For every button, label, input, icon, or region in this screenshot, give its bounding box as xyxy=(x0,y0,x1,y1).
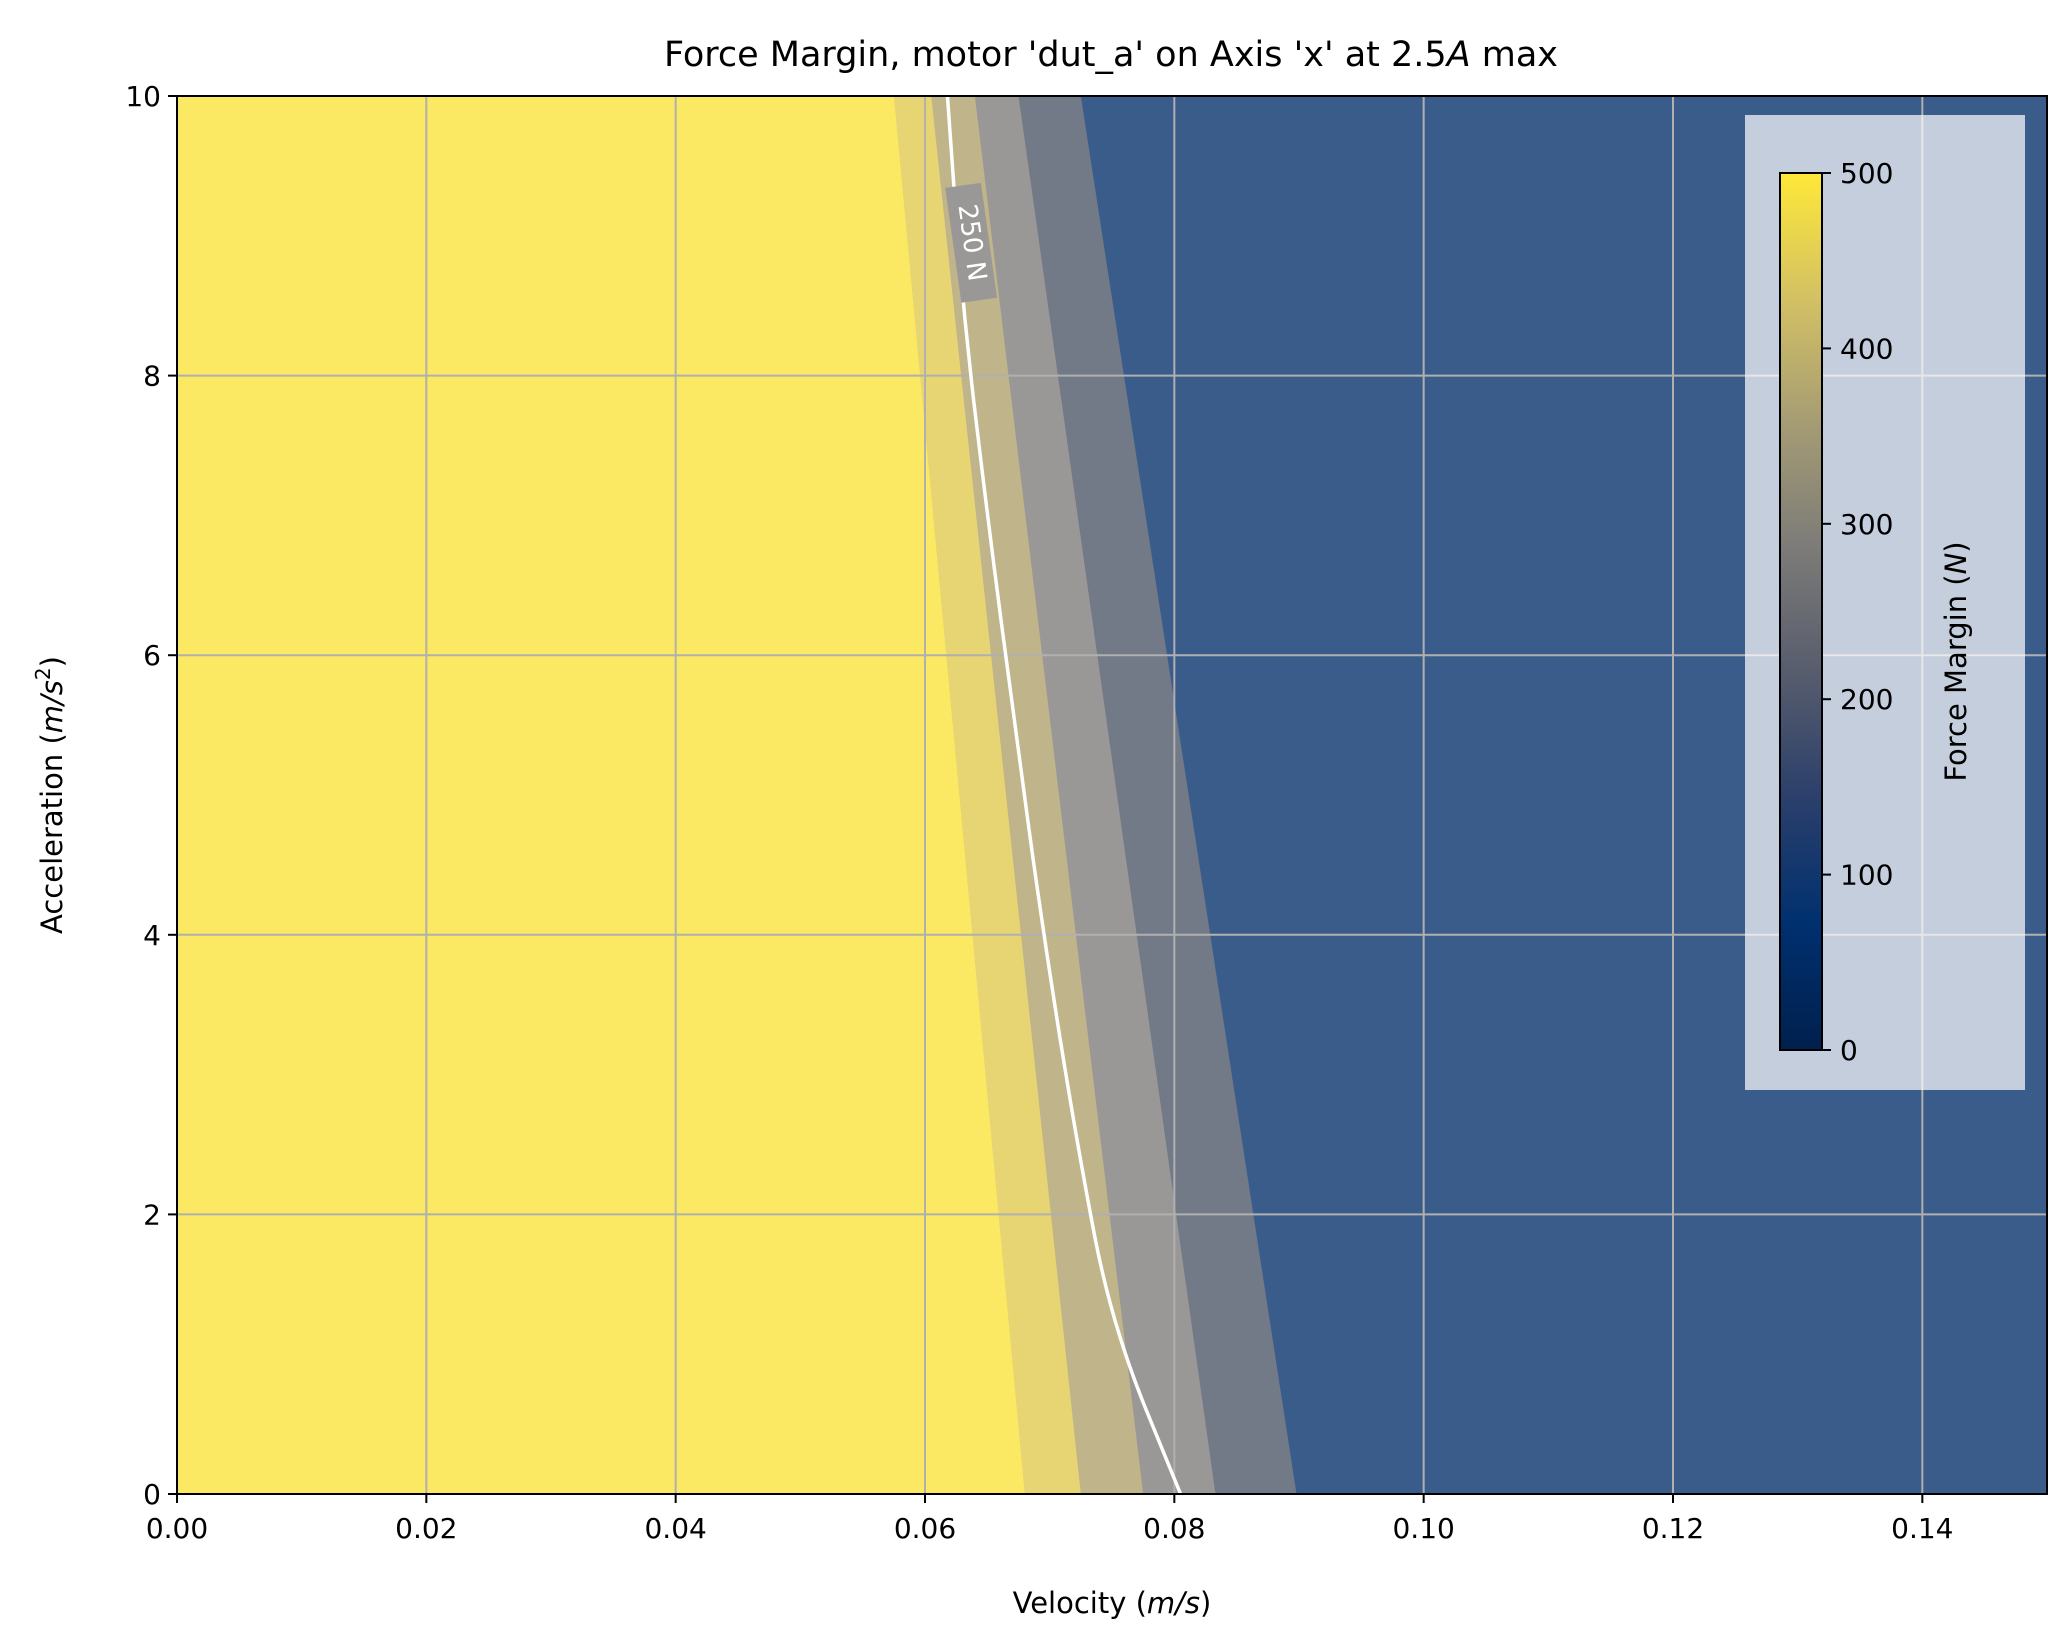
y-tick-label-3: 6 xyxy=(143,639,161,672)
y-tick-label-4: 8 xyxy=(143,360,161,393)
x-tick-label-2: 0.04 xyxy=(644,1512,706,1545)
plot-frame xyxy=(176,95,2048,1495)
y-axis: 0 2 4 6 8 10 xyxy=(125,80,177,1511)
colorbar-tick-label-4: 400 xyxy=(1840,332,1893,365)
x-tick-label-0: 0.00 xyxy=(146,1512,208,1545)
x-tick-label-4: 0.08 xyxy=(1143,1512,1205,1545)
x-tick-label-1: 0.02 xyxy=(395,1512,457,1545)
colorbar-tick-label-0: 0 xyxy=(1840,1034,1858,1067)
colorbar-tick-label-5: 500 xyxy=(1840,157,1893,190)
y-tick-label-2: 4 xyxy=(143,919,161,952)
colorbar-label: Force Margin (N) xyxy=(1939,541,1973,781)
colorbar: 0 100 200 300 400 500 Force Margin (N) xyxy=(1745,115,2025,1090)
y-tick-label-5: 10 xyxy=(125,80,161,113)
grid-lines xyxy=(177,96,2047,1494)
y-tick-label-0: 0 xyxy=(143,1478,161,1511)
colorbar-tick-label-3: 300 xyxy=(1840,508,1893,541)
chart-title: Force Margin, motor 'dut_a' on Axis 'x' … xyxy=(664,35,1558,75)
y-axis-title: Acceleration (m/s2) xyxy=(31,656,69,934)
colorbar-gradient xyxy=(1779,172,1823,1051)
x-tick-label-3: 0.06 xyxy=(894,1512,956,1545)
x-tick-label-7: 0.14 xyxy=(1891,1512,1953,1545)
y-tick-label-1: 2 xyxy=(143,1198,161,1231)
colorbar-tick-label-1: 100 xyxy=(1840,859,1893,892)
colorbar-tick-label-2: 200 xyxy=(1840,683,1893,716)
x-tick-label-5: 0.10 xyxy=(1392,1512,1454,1545)
contour-label-gap xyxy=(945,182,998,303)
x-tick-label-6: 0.12 xyxy=(1642,1512,1704,1545)
colorbar-ticks: 0 100 200 300 400 500 xyxy=(1822,157,1893,1067)
x-axis: 0.00 0.02 0.04 0.06 0.08 0.10 0.12 0.14 xyxy=(146,1494,1954,1545)
x-axis-title: Velocity (m/s) xyxy=(1013,1586,1212,1620)
